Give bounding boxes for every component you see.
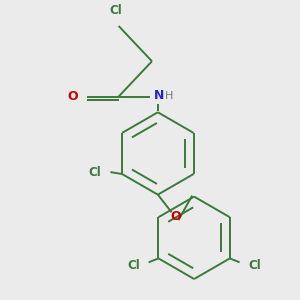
Text: O: O <box>170 210 181 223</box>
Text: N: N <box>154 89 164 102</box>
Text: O: O <box>67 90 78 103</box>
Text: Cl: Cl <box>88 166 101 178</box>
Text: Cl: Cl <box>109 4 122 17</box>
Text: Cl: Cl <box>248 259 261 272</box>
Text: Cl: Cl <box>128 259 140 272</box>
Text: H: H <box>164 91 173 100</box>
